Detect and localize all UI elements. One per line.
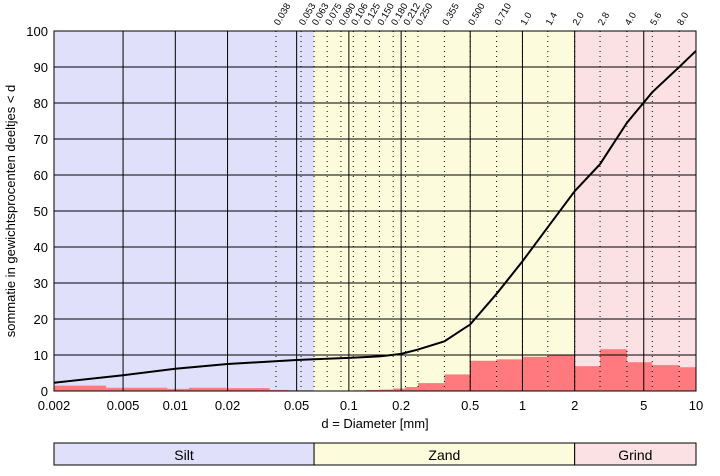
fraction-bar [417, 383, 445, 391]
sieve-label: 0.038 [272, 1, 293, 27]
y-tick-label: 20 [34, 312, 48, 327]
sieve-label: 0.710 [493, 1, 514, 27]
fraction-bar [470, 360, 497, 391]
fraction-bar [54, 385, 107, 391]
y-tick-label: 30 [34, 276, 48, 291]
sieve-label: 5.6 [648, 11, 664, 28]
plot-frame [53, 30, 697, 392]
y-tick-label: 80 [34, 96, 48, 111]
fraction-bar [379, 389, 394, 391]
fraction-bar [405, 387, 418, 391]
y-tick-label: 100 [26, 24, 48, 39]
cumulative-curve-layer [53, 50, 697, 384]
x-tick-label: 0.1 [340, 398, 358, 413]
x-tick-label: 5 [640, 398, 647, 413]
y-tick-label: 90 [34, 60, 48, 75]
x-tick-label: 0.02 [215, 398, 240, 413]
x-tick-label: 0.005 [107, 398, 140, 413]
fraction-bar [679, 367, 696, 391]
fraction-bar [365, 389, 380, 391]
sieve-label: 1.0 [519, 11, 535, 28]
x-tick-label: 0.5 [461, 398, 479, 413]
sieve-label: 8.0 [675, 11, 691, 28]
legend-cell-grind [574, 442, 697, 466]
fraction-bar [574, 366, 601, 391]
y-tick-label: 70 [34, 132, 48, 147]
sieve-size-labels: 0.038 0.0530.0630.0750.0900.1060.1250.150… [272, 1, 691, 27]
fraction-bar [600, 349, 627, 391]
fraction-bar [444, 374, 471, 391]
x-tick-labels: 0.002 0.005 0.01 0.02 0.05 0.1 0.2 0.5 1 2 5 10 [38, 398, 704, 413]
fraction-bar [626, 362, 653, 391]
x-tick-label: 10 [689, 398, 703, 413]
soil-class-legend: Silt Zand Grind [53, 442, 697, 466]
sieve-label: 2.0 [571, 11, 587, 28]
legend-label-silt: Silt [174, 447, 194, 463]
sieve-label: 0.355 [440, 1, 461, 27]
fraction-bars [54, 349, 696, 391]
y-axis-label: sommatie in gewichtsprocenten deeltjes <… [3, 85, 18, 338]
fraction-bar [496, 359, 523, 391]
y-tick-labels: 0 10 20 30 40 50 60 70 80 90 100 [26, 24, 48, 399]
fraction-bar [522, 356, 548, 391]
y-tick-label: 10 [34, 348, 48, 363]
fraction-bar [106, 387, 168, 391]
fraction-bar [227, 388, 270, 391]
x-tick-label: 1 [519, 398, 526, 413]
sieve-label: 4.0 [623, 11, 639, 28]
x-tick-label: 0.05 [284, 398, 309, 413]
x-tick-label: 0.002 [38, 398, 71, 413]
sieve-label: 1.4 [544, 11, 560, 28]
x-axis-label: d = Diameter [mm] [321, 416, 428, 431]
fraction-bar [189, 387, 228, 391]
legend-label-grind: Grind [618, 447, 652, 463]
fraction-bar [393, 388, 406, 391]
y-tick-label: 40 [34, 240, 48, 255]
cumulative-curve [53, 50, 697, 384]
fraction-bar [652, 365, 680, 391]
x-tick-label: 2 [571, 398, 578, 413]
y-tick-label: 50 [34, 204, 48, 219]
sieve-label: 2.8 [596, 11, 612, 28]
fraction-bar [269, 389, 289, 391]
y-tick-label: 0 [41, 384, 48, 399]
legend-label-zand: Zand [428, 447, 460, 463]
fraction-bar [547, 355, 575, 391]
y-tick-label: 60 [34, 168, 48, 183]
fraction-bar [167, 388, 190, 391]
sieve-label: 0.500 [466, 1, 487, 27]
x-tick-label: 0.2 [392, 398, 410, 413]
x-tick-label: 0.01 [163, 398, 188, 413]
